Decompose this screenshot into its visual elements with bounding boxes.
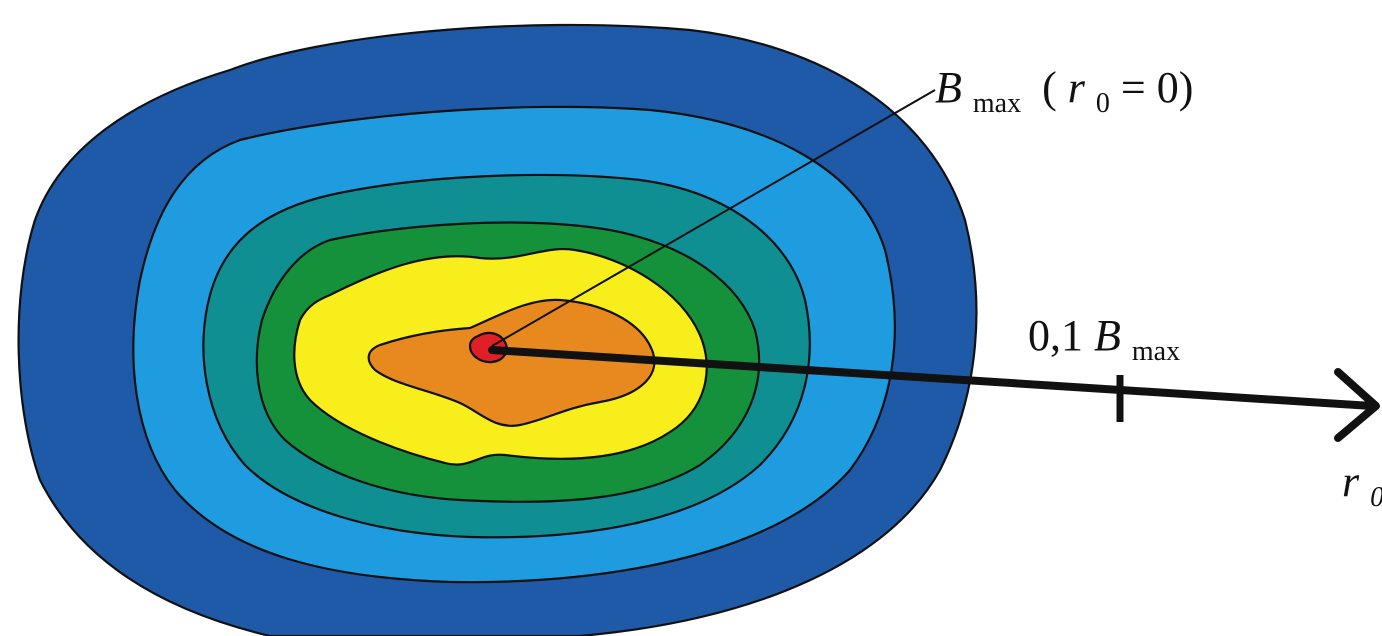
peak-label-main: B — [935, 63, 962, 112]
peak-label-rest: = 0) — [1121, 63, 1193, 112]
threshold-label-main: B — [1094, 311, 1121, 360]
contour-level-peak — [468, 331, 508, 364]
axis-label-main: r — [1342, 457, 1360, 506]
peak-label-var: r — [1068, 63, 1086, 112]
contour-level-6 — [367, 298, 656, 427]
peak-label-var-sub: 0 — [1096, 88, 1110, 119]
peak-leader-line — [491, 89, 936, 347]
axis-label-sub: 0 — [1370, 482, 1382, 513]
threshold-label-sub: max — [1132, 336, 1180, 367]
threshold-coefficient: 0,1 — [1028, 311, 1094, 360]
radius-axis-line — [488, 346, 1376, 410]
peak-label-sub: max — [973, 88, 1021, 119]
peak-label-open: ( — [1042, 63, 1057, 112]
peak-label: B max ( r 0 = 0) — [935, 63, 1193, 122]
threshold-label: 0,1 B max — [1028, 311, 1180, 367]
radius-axis-arrowhead — [1334, 368, 1380, 442]
axis-label: r 0 — [1342, 457, 1382, 513]
